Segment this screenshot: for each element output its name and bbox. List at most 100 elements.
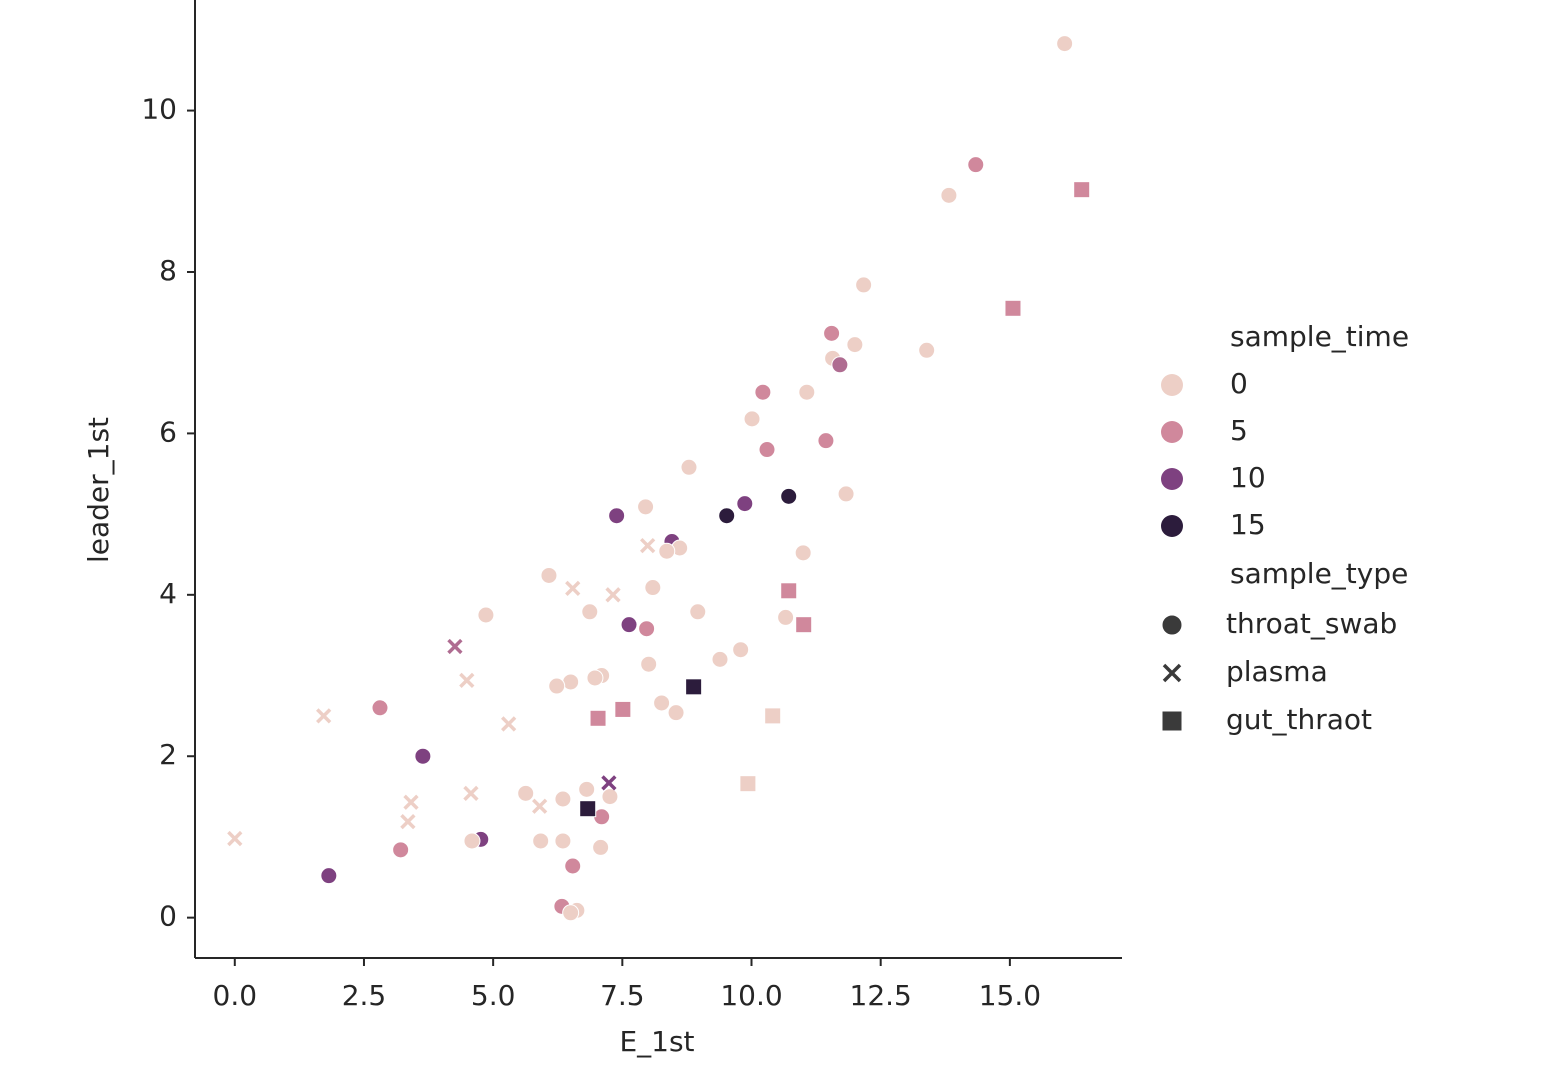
data-point — [608, 507, 626, 525]
data-point — [846, 336, 864, 354]
data-point — [578, 780, 596, 798]
legend-marker — [1161, 374, 1183, 396]
data-point — [855, 276, 873, 294]
data-point — [532, 798, 548, 814]
data-point — [638, 620, 656, 638]
data-point — [614, 700, 632, 718]
data-point — [798, 383, 816, 401]
data-point — [640, 655, 658, 673]
legend-title: sample_time — [1230, 320, 1409, 353]
data-point — [795, 616, 813, 634]
x-tick-label: 7.5 — [600, 979, 645, 1012]
x-tick-label: 0.0 — [213, 979, 258, 1012]
data-point — [532, 832, 550, 850]
data-point — [586, 669, 604, 687]
data-point — [685, 678, 703, 696]
y-tick-label: 4 — [159, 577, 177, 610]
data-point — [564, 857, 582, 875]
data-point — [459, 672, 475, 689]
data-point — [565, 580, 581, 596]
data-point — [644, 579, 662, 597]
data-point — [736, 495, 754, 513]
data-point — [1004, 299, 1022, 317]
data-point — [601, 788, 619, 806]
data-point — [601, 775, 617, 791]
data-point — [732, 641, 750, 659]
x-tick-label: 10.0 — [720, 979, 782, 1012]
data-point — [739, 775, 757, 793]
data-point — [680, 458, 698, 476]
data-point — [667, 704, 685, 722]
data-point — [823, 324, 841, 342]
data-point — [554, 832, 572, 850]
x-tick-label: 2.5 — [342, 979, 387, 1012]
legend-label: 5 — [1230, 414, 1248, 447]
legend-marker — [1161, 515, 1183, 537]
data-point — [548, 677, 566, 695]
legend-label: 15 — [1230, 508, 1266, 541]
data-point — [581, 603, 599, 621]
data-point — [463, 785, 479, 801]
data-point — [517, 784, 535, 802]
x-tick-label: 12.5 — [850, 979, 912, 1012]
y-tick-label: 0 — [159, 900, 177, 933]
data-point — [817, 432, 835, 450]
legend-label: gut_thraot — [1226, 703, 1372, 736]
legend-marker — [1161, 710, 1183, 732]
data-point — [371, 699, 389, 717]
data-point — [743, 410, 761, 428]
data-point — [400, 813, 416, 830]
data-point — [689, 603, 707, 621]
data-point — [780, 487, 798, 505]
data-point — [764, 707, 782, 725]
data-point — [403, 794, 419, 810]
data-point — [605, 587, 621, 603]
data-point — [477, 606, 495, 624]
y-axis-label: leader_1st — [82, 417, 115, 563]
data-point — [794, 544, 812, 562]
data-point — [711, 650, 729, 668]
legend-marker — [1161, 468, 1183, 490]
data-point — [967, 156, 985, 174]
data-point — [754, 383, 772, 401]
data-point — [940, 186, 958, 204]
data-point — [718, 507, 736, 525]
data-point — [562, 904, 580, 922]
legend-label: 10 — [1230, 461, 1266, 494]
data-point — [463, 832, 481, 850]
data-point — [589, 709, 607, 727]
data-point — [414, 747, 432, 765]
legend-marker — [1161, 421, 1183, 443]
data-point — [540, 566, 558, 584]
y-tick-label: 10 — [141, 93, 177, 126]
y-tick-label: 6 — [159, 415, 177, 448]
data-point — [447, 638, 463, 655]
legend-marker — [1161, 614, 1183, 636]
data-point — [392, 841, 410, 859]
data-point — [780, 582, 798, 600]
x-tick-label: 5.0 — [471, 979, 516, 1012]
data-point — [227, 830, 243, 847]
legend-title: sample_type — [1230, 557, 1408, 590]
data-point — [592, 838, 610, 856]
data-point — [777, 608, 795, 626]
data-point — [316, 708, 332, 724]
data-point — [579, 800, 597, 818]
data-point — [658, 542, 676, 560]
x-axis-label: E_1st — [619, 1025, 694, 1058]
data-point — [1073, 181, 1091, 199]
data-point — [653, 694, 671, 712]
data-point — [758, 441, 776, 459]
data-point — [554, 790, 572, 808]
legend-label: 0 — [1230, 367, 1248, 400]
x-tick-label: 15.0 — [979, 979, 1041, 1012]
data-point — [831, 356, 849, 374]
legend-label: plasma — [1226, 655, 1328, 688]
legend-marker — [1162, 663, 1182, 683]
data-point — [320, 867, 338, 885]
data-point — [837, 485, 855, 503]
data-point — [918, 341, 936, 359]
legend-label: throat_swab — [1226, 607, 1397, 640]
y-tick-label: 8 — [159, 254, 177, 287]
